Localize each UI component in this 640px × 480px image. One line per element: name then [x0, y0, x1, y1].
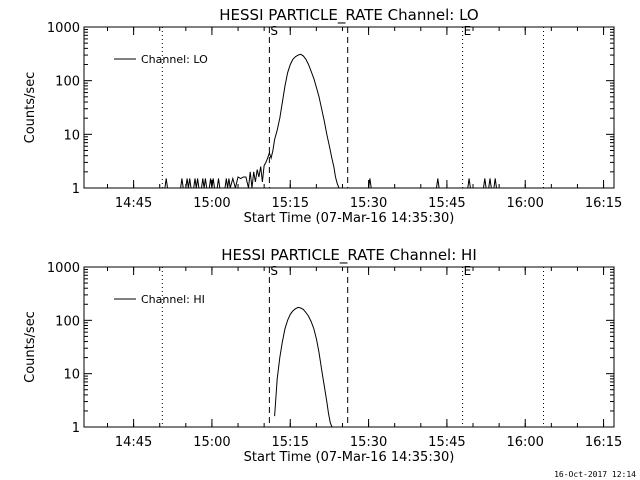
chart-title: HESSI PARTICLE_RATE Channel: HI: [221, 246, 477, 265]
x-tick-label: 16:00: [506, 435, 543, 450]
y-tick-label: 1: [72, 182, 80, 197]
x-tick-label: 16:15: [585, 435, 622, 450]
chart-title: HESSI PARTICLE_RATE Channel: LO: [219, 6, 478, 25]
plot-frame: [83, 26, 615, 189]
x-axis-label: Start Time (07-Mar-16 14:35:30): [244, 211, 455, 226]
plot-frame: [83, 266, 615, 428]
y-tick-label: 100: [55, 75, 80, 90]
y-tick-label: 1000: [47, 21, 80, 36]
x-tick-label: 15:00: [193, 196, 230, 211]
y-axis-label: Counts/sec: [23, 311, 38, 383]
time-marker-label: E: [464, 264, 472, 278]
x-tick-label: 15:45: [428, 196, 465, 211]
y-tick-label: 10: [63, 128, 80, 143]
legend-label: Channel: HI: [141, 293, 205, 306]
chart-panel: HESSI PARTICLE_RATE Channel: HI 1 10 100 100…: [23, 246, 622, 465]
x-tick-label: 16:15: [585, 196, 622, 211]
legend-label: Channel: LO: [141, 53, 208, 66]
series-line: [164, 53, 497, 189]
y-axis-label: Counts/sec: [23, 72, 38, 144]
x-axis-label: Start Time (07-Mar-16 14:35:30): [244, 450, 455, 465]
time-marker-label: E: [464, 24, 472, 38]
y-tick-label: 1: [72, 421, 80, 436]
time-marker-label: S: [270, 24, 278, 38]
x-tick-label: 15:15: [272, 196, 309, 211]
y-tick-label: 10: [63, 368, 80, 383]
x-tick-label: 15:30: [350, 435, 387, 450]
series-line: [274, 306, 333, 428]
chart-panel: HESSI PARTICLE_RATE Channel: LO 1 10 100 100…: [23, 6, 622, 226]
x-tick-label: 14:45: [115, 196, 152, 211]
time-marker-label: S: [270, 264, 278, 278]
x-tick-label: 15:15: [272, 435, 309, 450]
x-tick-label: 14:45: [115, 435, 152, 450]
x-tick-label: 15:30: [350, 196, 387, 211]
y-tick-label: 1000: [47, 261, 80, 276]
x-tick-label: 15:45: [428, 435, 465, 450]
y-tick-label: 100: [55, 314, 80, 329]
x-tick-label: 15:00: [193, 435, 230, 450]
x-tick-label: 16:00: [506, 196, 543, 211]
footer-timestamp: 16-Oct-2017 12:14: [554, 470, 636, 479]
